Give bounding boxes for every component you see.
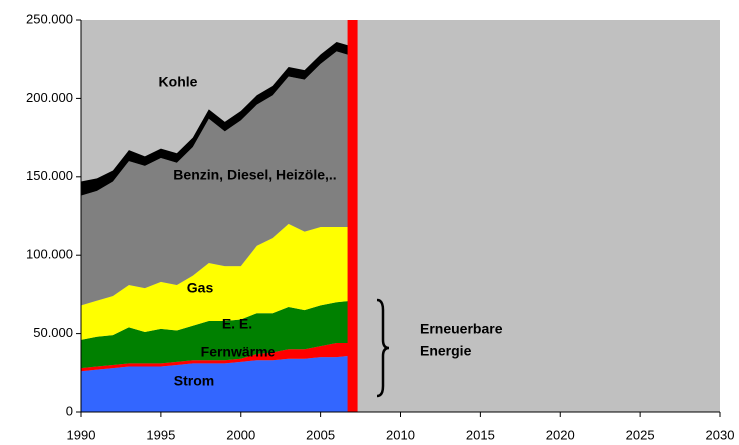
y-tick-label: 0 (66, 403, 73, 418)
series-label: Fernwärme (201, 344, 276, 360)
x-tick-label: 2030 (706, 427, 735, 442)
series-label: Kohle (159, 74, 198, 90)
area (81, 51, 353, 306)
x-tick-label: 2010 (386, 427, 415, 442)
y-tick-label: 150.000 (26, 168, 73, 183)
x-tick-label: 2015 (466, 427, 495, 442)
x-tick-label: 2025 (626, 427, 655, 442)
area (81, 300, 353, 369)
annotation: Erneuerbare (420, 321, 503, 337)
area (81, 343, 353, 372)
y-tick-label: 50.000 (33, 325, 73, 340)
area (81, 41, 353, 196)
x-tick-label: 2000 (226, 427, 255, 442)
y-tick-label: 200.000 (26, 90, 73, 105)
series-label: Gas (187, 280, 214, 296)
series-label: E. E. (222, 316, 252, 332)
series-label: Strom (174, 373, 214, 389)
x-tick-label: 2005 (306, 427, 335, 442)
area (81, 355, 353, 412)
brace (376, 298, 390, 398)
x-tick-label: 1995 (146, 427, 175, 442)
area (81, 223, 353, 340)
y-tick-label: 100.000 (26, 247, 73, 262)
x-tick-label: 2020 (546, 427, 575, 442)
annotation: Energie (420, 343, 472, 359)
series-label: Benzin, Diesel, Heizöle,.. (173, 167, 336, 183)
x-tick-label: 1990 (67, 427, 96, 442)
y-tick-label: 250.000 (26, 11, 73, 26)
